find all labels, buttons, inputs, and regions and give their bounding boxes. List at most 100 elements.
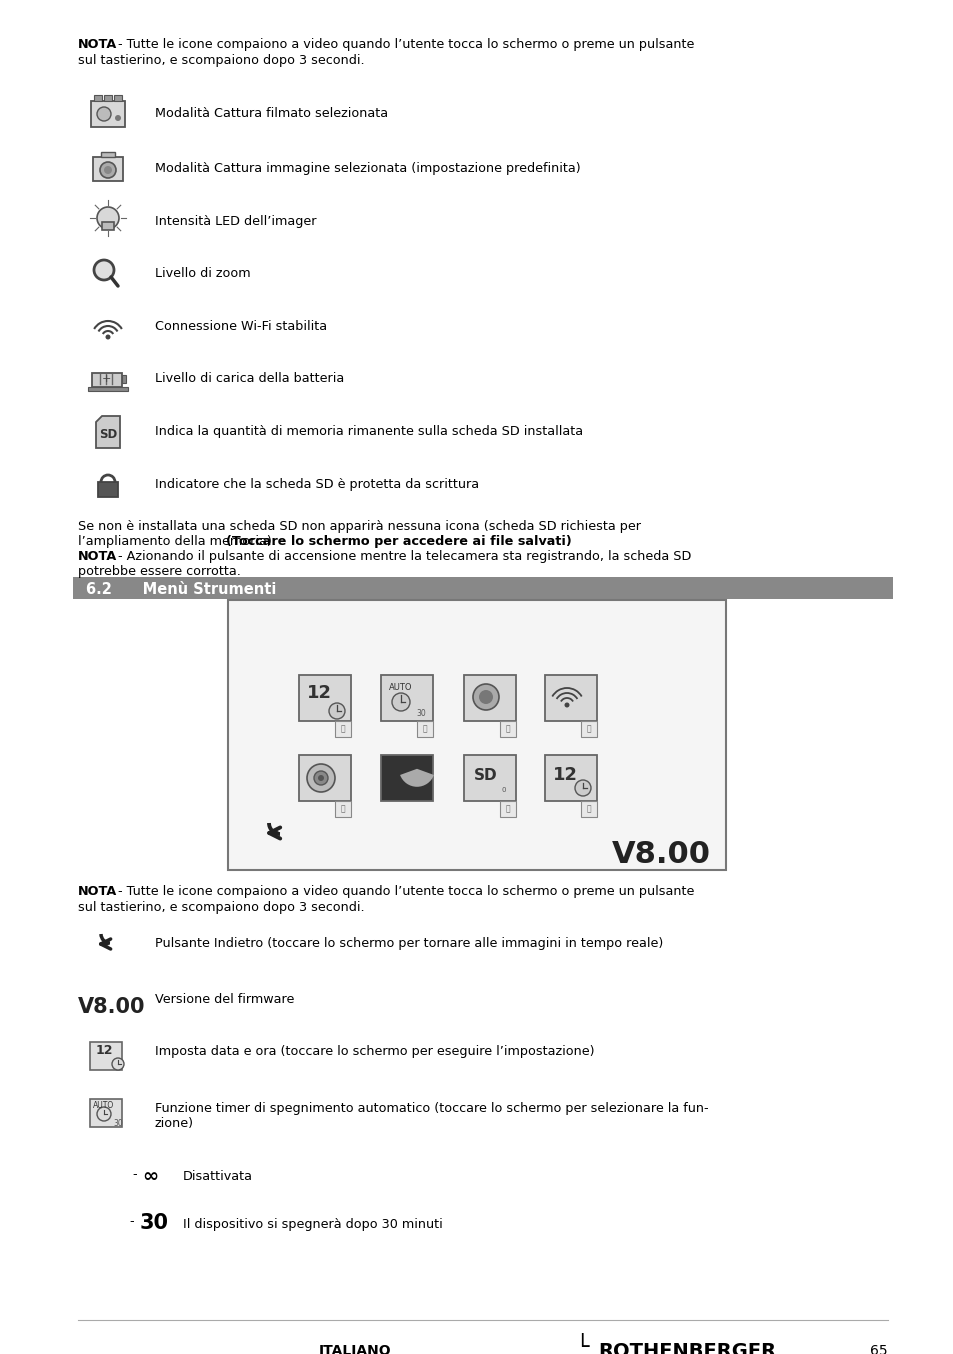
Text: potrebbe essere corrotta.: potrebbe essere corrotta. bbox=[78, 565, 240, 578]
Circle shape bbox=[329, 703, 345, 719]
Circle shape bbox=[106, 334, 111, 340]
Text: Modalità Cattura filmato selezionata: Modalità Cattura filmato selezionata bbox=[154, 107, 388, 121]
Circle shape bbox=[97, 207, 119, 229]
Circle shape bbox=[392, 693, 410, 711]
Text: l’ampliamento della memoria).: l’ampliamento della memoria). bbox=[78, 535, 279, 548]
Text: (Toccare lo schermo per accedere ai file salvati): (Toccare lo schermo per accedere ai file… bbox=[226, 535, 572, 548]
Text: ITALIANO: ITALIANO bbox=[318, 1345, 391, 1354]
Bar bbox=[463, 676, 516, 720]
Circle shape bbox=[314, 770, 328, 785]
Circle shape bbox=[104, 167, 112, 175]
Bar bbox=[416, 720, 433, 737]
Bar bbox=[90, 1043, 122, 1070]
Text: ⏻: ⏻ bbox=[422, 724, 427, 734]
Circle shape bbox=[575, 780, 590, 796]
Text: Livello di zoom: Livello di zoom bbox=[154, 267, 251, 280]
Text: 12: 12 bbox=[306, 684, 331, 701]
Text: Indicatore che la scheda SD è protetta da scrittura: Indicatore che la scheda SD è protetta d… bbox=[154, 478, 478, 492]
Bar bbox=[90, 1099, 122, 1127]
Circle shape bbox=[473, 684, 498, 709]
Text: - Tutte le icone compaiono a video quando l’utente tocca lo schermo o preme un p: - Tutte le icone compaiono a video quand… bbox=[113, 38, 694, 51]
Bar bbox=[499, 720, 516, 737]
Bar bbox=[499, 802, 516, 816]
Text: - Tutte le icone compaiono a video quando l’utente tocca lo schermo o preme un p: - Tutte le icone compaiono a video quand… bbox=[113, 886, 694, 898]
Bar bbox=[122, 375, 126, 383]
Bar bbox=[298, 756, 351, 802]
Text: AUTO: AUTO bbox=[93, 1101, 114, 1109]
Bar bbox=[335, 802, 351, 816]
Wedge shape bbox=[399, 769, 434, 787]
Text: 0: 0 bbox=[501, 787, 506, 793]
Text: Il dispositivo si spegnerà dopo 30 minuti: Il dispositivo si spegnerà dopo 30 minut… bbox=[183, 1219, 442, 1231]
Circle shape bbox=[115, 115, 121, 121]
Text: 30: 30 bbox=[113, 1118, 123, 1128]
Bar bbox=[102, 222, 113, 230]
Bar bbox=[88, 387, 128, 391]
Bar bbox=[91, 102, 125, 127]
Bar bbox=[91, 372, 122, 387]
Text: ⏻: ⏻ bbox=[505, 724, 510, 734]
Bar bbox=[463, 756, 516, 802]
Bar bbox=[580, 802, 597, 816]
Text: zione): zione) bbox=[154, 1117, 193, 1131]
Text: +: + bbox=[101, 374, 111, 383]
Text: -: - bbox=[132, 1169, 141, 1181]
Text: NOTA: NOTA bbox=[78, 38, 117, 51]
Text: Connessione Wi-Fi stabilita: Connessione Wi-Fi stabilita bbox=[154, 320, 327, 333]
Bar bbox=[98, 482, 118, 497]
Text: sul tastierino, e scompaiono dopo 3 secondi.: sul tastierino, e scompaiono dopo 3 seco… bbox=[78, 54, 364, 66]
Bar bbox=[544, 676, 597, 720]
Text: 12: 12 bbox=[95, 1044, 112, 1057]
Text: ⏻: ⏻ bbox=[586, 804, 591, 814]
Text: ⏻: ⏻ bbox=[505, 804, 510, 814]
Text: Indica la quantità di memoria rimanente sulla scheda SD installata: Indica la quantità di memoria rimanente … bbox=[154, 425, 582, 437]
Text: 6.2      Menù Strumenti: 6.2 Menù Strumenti bbox=[86, 582, 276, 597]
Text: sul tastierino, e scompaiono dopo 3 secondi.: sul tastierino, e scompaiono dopo 3 seco… bbox=[78, 900, 364, 914]
Text: Imposta data e ora (toccare lo schermo per eseguire l’impostazione): Imposta data e ora (toccare lo schermo p… bbox=[154, 1045, 594, 1057]
Text: Livello di carica della batteria: Livello di carica della batteria bbox=[154, 372, 344, 385]
Polygon shape bbox=[96, 416, 120, 448]
Text: Versione del firmware: Versione del firmware bbox=[154, 992, 294, 1006]
Bar bbox=[113, 95, 122, 102]
Text: AUTO: AUTO bbox=[389, 682, 413, 692]
Text: NOTA: NOTA bbox=[78, 550, 117, 563]
Bar bbox=[92, 157, 123, 181]
Text: -: - bbox=[130, 1215, 138, 1228]
Text: SD: SD bbox=[474, 768, 497, 783]
Circle shape bbox=[478, 691, 493, 704]
Text: - Azionando il pulsante di accensione mentre la telecamera sta registrando, la s: - Azionando il pulsante di accensione me… bbox=[113, 550, 691, 563]
Circle shape bbox=[317, 774, 324, 781]
Bar bbox=[380, 676, 433, 720]
Circle shape bbox=[112, 1057, 124, 1070]
Text: V8.00: V8.00 bbox=[612, 839, 710, 869]
Bar bbox=[73, 577, 892, 598]
Text: Pulsante Indietro (toccare lo schermo per tornare alle immagini in tempo reale): Pulsante Indietro (toccare lo schermo pe… bbox=[154, 937, 662, 951]
Circle shape bbox=[97, 1108, 111, 1121]
Circle shape bbox=[94, 260, 113, 280]
Text: NOTA: NOTA bbox=[78, 886, 117, 898]
Text: ⏻: ⏻ bbox=[340, 724, 345, 734]
Text: Disattivata: Disattivata bbox=[183, 1170, 253, 1183]
Text: Funzione timer di spegnimento automatico (toccare lo schermo per selezionare la : Funzione timer di spegnimento automatico… bbox=[154, 1102, 708, 1114]
Bar bbox=[228, 600, 725, 871]
Bar bbox=[380, 756, 433, 802]
Text: 30: 30 bbox=[416, 708, 425, 718]
Bar bbox=[101, 152, 115, 157]
Bar bbox=[298, 676, 351, 720]
Bar bbox=[335, 720, 351, 737]
Circle shape bbox=[100, 162, 116, 177]
Circle shape bbox=[564, 703, 569, 708]
Text: V8.00: V8.00 bbox=[78, 997, 146, 1017]
Text: Se non è installata una scheda SD non apparirà nessuna icona (scheda SD richiest: Se non è installata una scheda SD non ap… bbox=[78, 520, 640, 533]
Text: 65: 65 bbox=[869, 1345, 887, 1354]
Bar bbox=[580, 720, 597, 737]
Bar bbox=[544, 756, 597, 802]
Text: Intensità LED dell’imager: Intensità LED dell’imager bbox=[154, 215, 316, 227]
Text: 12: 12 bbox=[552, 766, 577, 784]
Text: ⏻: ⏻ bbox=[586, 724, 591, 734]
Text: Modalità Cattura immagine selezionata (impostazione predefinita): Modalità Cattura immagine selezionata (i… bbox=[154, 162, 580, 175]
Circle shape bbox=[307, 764, 335, 792]
Text: ROTHENBERGER: ROTHENBERGER bbox=[598, 1342, 776, 1354]
Circle shape bbox=[97, 107, 111, 121]
Text: SD: SD bbox=[99, 428, 117, 440]
